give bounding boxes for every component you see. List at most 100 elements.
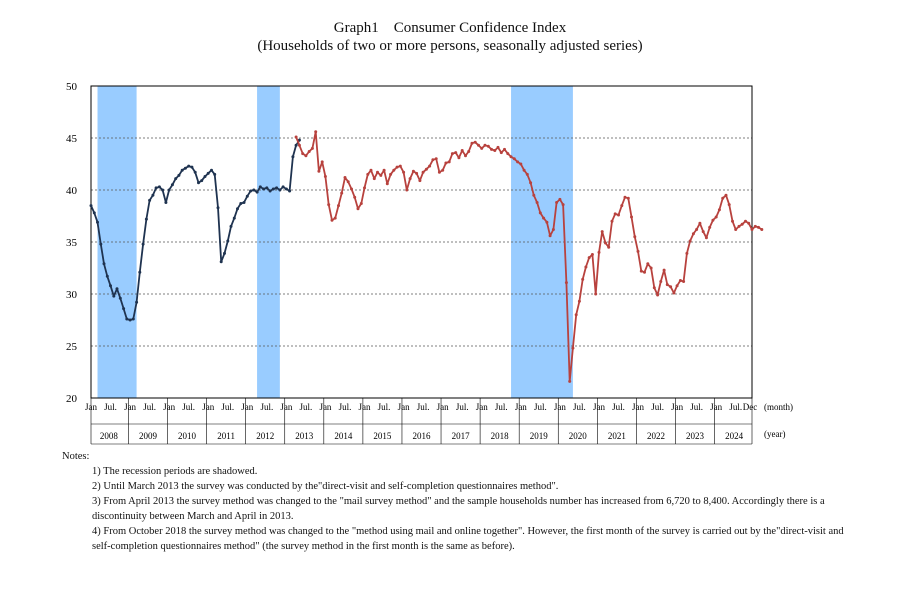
- data-point: [610, 219, 614, 223]
- data-point: [607, 245, 611, 249]
- data-point: [415, 171, 419, 175]
- data-point: [346, 180, 350, 184]
- data-point: [460, 149, 464, 152]
- data-point: [477, 143, 480, 147]
- data-point: [604, 241, 607, 245]
- data-point: [617, 213, 620, 217]
- data-point: [252, 188, 256, 192]
- y-tick-label: 40: [66, 185, 78, 197]
- data-point: [343, 176, 347, 179]
- x-tick-label: Jul.: [651, 402, 664, 412]
- data-point: [112, 294, 116, 298]
- data-point: [744, 219, 747, 223]
- data-point: [691, 232, 695, 236]
- note-item: 4) From October 2018 the survey method w…: [92, 526, 844, 552]
- data-point: [535, 201, 539, 204]
- data-point: [320, 160, 324, 164]
- data-point: [239, 202, 243, 205]
- data-point: [483, 143, 487, 147]
- data-point: [337, 204, 340, 208]
- data-point: [672, 291, 676, 295]
- data-point: [652, 286, 656, 290]
- data-point: [581, 277, 585, 281]
- data-point: [294, 143, 298, 147]
- data-point: [219, 260, 223, 264]
- data-point: [161, 188, 165, 192]
- data-point: [577, 299, 581, 303]
- note-item: 2) Until March 2013 the survey was condu…: [92, 481, 559, 492]
- year-label: 2013: [295, 431, 314, 441]
- year-label: 2014: [334, 431, 353, 441]
- data-point: [164, 201, 168, 204]
- x-tick-label: Jul.: [495, 402, 508, 412]
- data-point: [512, 157, 516, 161]
- year-label: 2020: [569, 431, 588, 441]
- month-unit-label: (month): [764, 402, 793, 412]
- year-label: 2017: [452, 431, 471, 441]
- year-label: 2019: [530, 431, 549, 441]
- x-tick-label: Dec: [743, 402, 758, 412]
- x-tick-label: Jan: [359, 402, 371, 412]
- year-label: 2008: [100, 431, 119, 441]
- data-point: [532, 193, 536, 197]
- data-point: [750, 228, 754, 231]
- data-point: [379, 173, 383, 177]
- data-point: [340, 191, 344, 195]
- year-label: 2010: [178, 431, 197, 441]
- data-point: [193, 170, 197, 174]
- data-point: [372, 177, 376, 181]
- data-point: [418, 179, 422, 183]
- data-point: [405, 188, 409, 192]
- data-point: [268, 189, 272, 193]
- data-point: [447, 160, 451, 164]
- data-point: [402, 170, 406, 174]
- data-point: [613, 212, 617, 216]
- data-point: [236, 207, 239, 211]
- data-point: [258, 185, 262, 189]
- data-point: [304, 154, 308, 158]
- data-point: [122, 307, 126, 311]
- data-point: [682, 280, 686, 283]
- data-point: [731, 219, 734, 223]
- data-point: [626, 196, 630, 200]
- data-point: [262, 187, 266, 191]
- year-label: 2011: [217, 431, 235, 441]
- data-point: [444, 161, 448, 165]
- data-point: [366, 172, 370, 176]
- x-tick-label: Jan: [241, 402, 253, 412]
- data-point: [509, 155, 513, 159]
- data-point: [170, 183, 174, 187]
- data-point: [109, 284, 112, 288]
- data-point: [486, 144, 490, 148]
- data-point: [356, 207, 360, 211]
- data-point: [639, 269, 643, 273]
- data-point: [138, 270, 142, 274]
- x-tick-label: Jan: [671, 402, 683, 412]
- data-point: [284, 187, 288, 191]
- year-label: 2021: [608, 431, 626, 441]
- data-point: [590, 253, 594, 256]
- data-point: [630, 215, 633, 219]
- x-tick-label: Jul.: [182, 402, 195, 412]
- data-point: [288, 189, 292, 193]
- y-tick-label: 45: [66, 133, 78, 145]
- x-tick-label: Jan: [319, 402, 331, 412]
- x-tick-label: Jul.: [260, 402, 273, 412]
- year-label: 2009: [139, 431, 158, 441]
- year-label: 2012: [256, 431, 274, 441]
- data-point: [662, 268, 666, 272]
- chart-title: Graph1 Consumer Confidence Index: [333, 20, 567, 36]
- data-point: [157, 185, 161, 189]
- data-point: [275, 186, 279, 190]
- data-point: [278, 188, 282, 192]
- data-point: [480, 146, 484, 150]
- x-tick-label: Jul.: [456, 402, 469, 412]
- data-point: [646, 262, 650, 266]
- data-point: [564, 281, 568, 285]
- data-point: [92, 211, 96, 215]
- notes: Notes: 1) The recession periods are shad…: [62, 449, 862, 554]
- data-point: [587, 256, 591, 260]
- data-point: [548, 234, 552, 238]
- plot-frame: [90, 85, 753, 399]
- data-point: [96, 220, 99, 224]
